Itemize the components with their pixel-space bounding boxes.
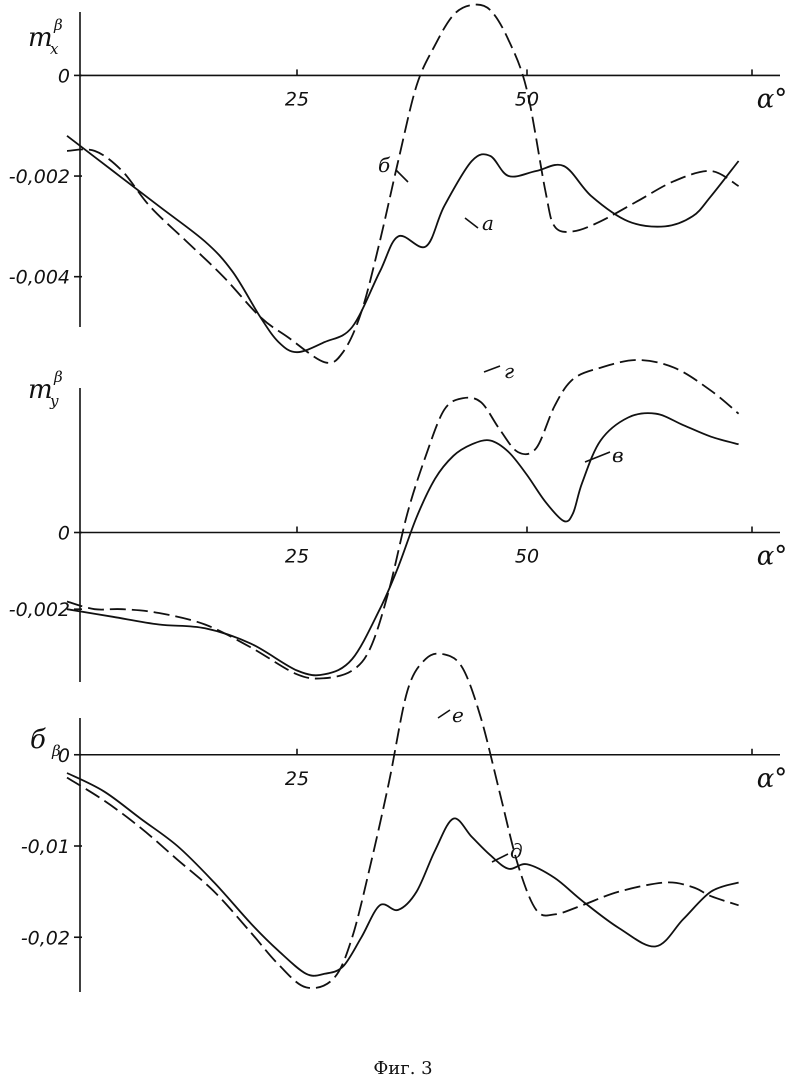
series-leader: [438, 710, 450, 718]
y-axis-label-sub: β: [51, 742, 61, 760]
x-axis-label: α°: [757, 542, 788, 572]
series-line-в: [67, 413, 739, 675]
series-line-а: [67, 136, 739, 352]
y-axis-label: m: [28, 23, 53, 53]
y-tick-label: 0: [58, 65, 70, 87]
series-line-е: [67, 654, 739, 989]
y-tick-label: -0,02: [21, 927, 70, 949]
panel-3: 0-0,01-0,0225α°бβде: [21, 654, 787, 992]
y-axis-label-sup: β: [53, 368, 63, 386]
x-tick-label: 50: [515, 88, 539, 110]
x-axis-label: α°: [757, 84, 788, 114]
x-tick-label: 25: [285, 88, 309, 110]
y-axis-label-sup: β: [53, 16, 63, 34]
x-axis-label: α°: [757, 764, 788, 794]
x-tick-label: 50: [515, 546, 539, 568]
x-tick-label: 25: [285, 546, 309, 568]
y-tick-label: 0: [58, 523, 70, 545]
series-leader: [465, 218, 478, 228]
y-axis-label: m: [28, 375, 53, 405]
series-label: г: [504, 359, 514, 383]
figure-caption: Фиг. 3: [373, 1058, 432, 1079]
series-label: е: [452, 703, 464, 727]
x-tick-label: 25: [285, 768, 309, 790]
y-axis-label: б: [30, 725, 46, 755]
y-tick-label: -0,01: [21, 836, 70, 858]
panel-1: 0 -0,002 -0,004 25 50 α° mβx а б: [9, 5, 788, 363]
y-tick-label: -0,002: [9, 166, 70, 188]
y-tick-label: -0,002: [9, 599, 70, 621]
y-tick-label: -0,004: [9, 267, 70, 289]
series-leader: [585, 452, 610, 462]
series-line-б: [67, 5, 739, 363]
series-label: а: [482, 211, 494, 235]
series-label: в: [612, 443, 624, 467]
series-leader: [396, 170, 408, 182]
series-line-г: [67, 360, 739, 679]
series-line-д: [67, 773, 739, 976]
series-label: б: [378, 153, 391, 177]
y-axis-label-sub: y: [49, 392, 59, 410]
y-axis-label-sub: x: [50, 40, 59, 58]
series-leader: [484, 366, 500, 372]
panel-2: 0 -0,002 25 50 α° mβy в г: [9, 359, 788, 682]
